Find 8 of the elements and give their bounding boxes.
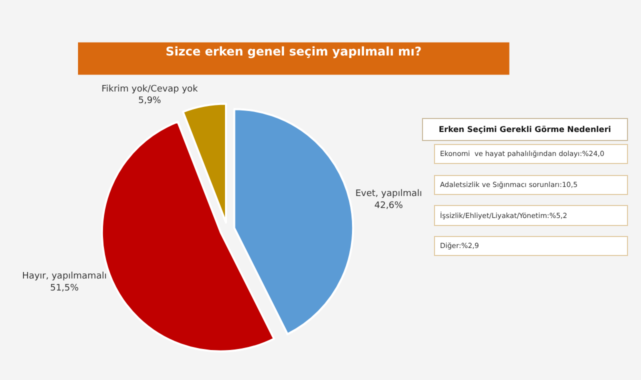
slice-label: Evet, yapılmalı bbox=[355, 189, 422, 200]
data-label: 51,5% bbox=[50, 283, 80, 294]
slice-label: Hayır, yapılmamalı bbox=[22, 272, 107, 282]
slice-label: Fikrim yok/Cevap yok bbox=[101, 84, 199, 94]
chart-title: Sizce erken genel seçim yapılmalı mı? bbox=[166, 44, 422, 58]
text: Erken Seçimi Gerekli Görme Nedenleri bbox=[438, 125, 612, 134]
data-label: 5,9% bbox=[138, 96, 162, 106]
data-label: 42,6% bbox=[374, 200, 404, 211]
